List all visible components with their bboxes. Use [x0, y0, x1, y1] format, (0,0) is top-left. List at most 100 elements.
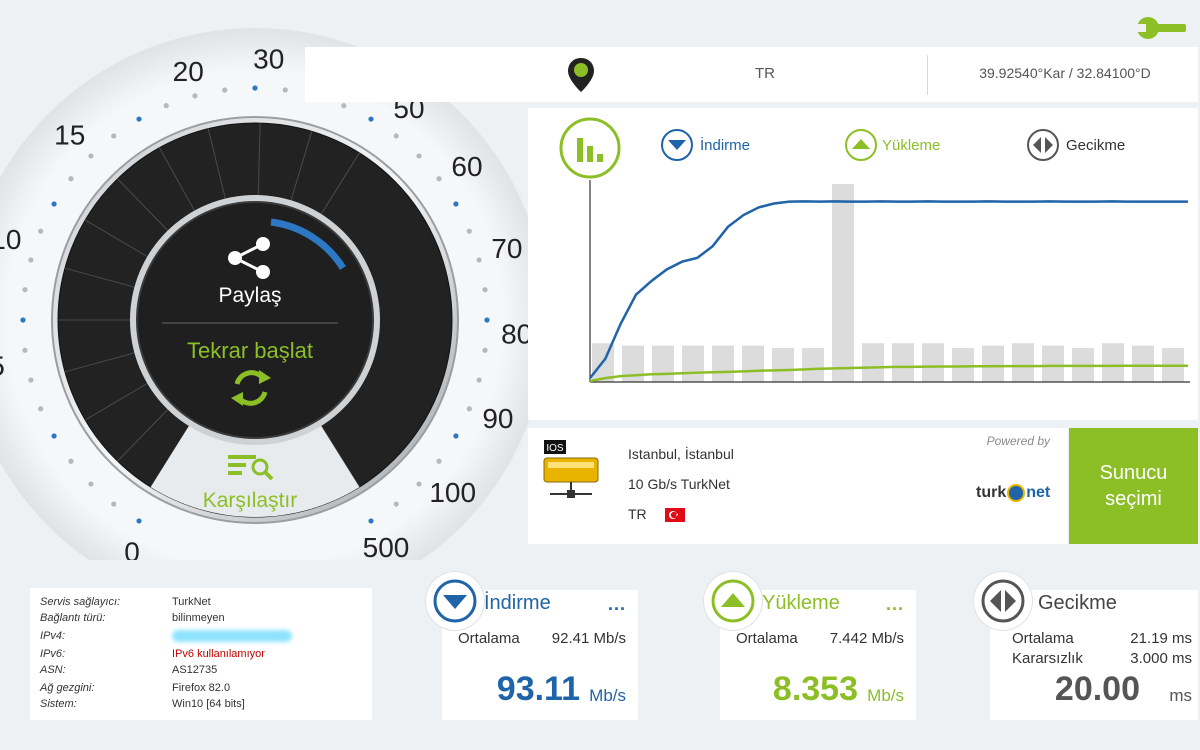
server-select-button[interactable]: Sunucu seçimi	[1069, 428, 1198, 544]
download-unit: Mb/s	[589, 686, 626, 705]
dial-scale-label: 30	[253, 43, 284, 74]
refresh-icon[interactable]	[231, 370, 271, 406]
dial-dot	[28, 377, 34, 383]
download-current: 93.11	[496, 670, 580, 708]
latency-bar	[742, 345, 764, 382]
latency-bar	[1102, 343, 1124, 382]
dial-dot	[136, 518, 142, 524]
dial-dot	[136, 116, 142, 122]
dial-dot	[88, 481, 94, 487]
dial-dot	[453, 201, 459, 207]
dial-dot	[466, 228, 472, 234]
location-bar: TR 39.92540°Kar / 32.84100°D	[305, 47, 1198, 102]
dial-divider	[317, 152, 360, 221]
compare-icon[interactable]	[228, 455, 274, 481]
speed-gauge: 05101520304050607080901005001Gb Paylaş T…	[0, 28, 547, 560]
dial-dot	[222, 87, 228, 93]
wrench-icon[interactable]	[1136, 14, 1186, 42]
download-more-button[interactable]: ...	[607, 594, 626, 614]
dial-divider	[159, 147, 199, 218]
dial-divider	[64, 267, 142, 290]
latency-bar	[1042, 345, 1064, 382]
info-row: IPv6: IPv6 kullanılamıyor	[40, 648, 265, 660]
legend-download[interactable]: İndirme	[660, 128, 750, 162]
compare-sector	[150, 420, 360, 517]
dial-dot	[51, 201, 57, 207]
latency-bar	[922, 343, 944, 382]
info-row: Bağlantı türü: bilinmeyen	[40, 612, 225, 624]
dial-dot	[192, 93, 198, 99]
dial-dot	[22, 287, 28, 293]
download-avg-value: 92.41 Mb/s	[551, 630, 626, 647]
compare-label[interactable]: Karşılaştır	[203, 489, 298, 512]
share-label[interactable]: Paylaş	[218, 284, 281, 307]
dial-dot	[436, 176, 442, 182]
dial-divider	[64, 350, 142, 373]
share-icon[interactable]	[228, 237, 270, 279]
info-row: Servis sağlayıcı: TurkNet	[40, 596, 211, 608]
latency-title: Gecikme	[1038, 592, 1117, 614]
legend-latency[interactable]: Gecikme	[1026, 128, 1125, 162]
dial-dot	[22, 347, 28, 353]
legend-upload[interactable]: Yükleme	[844, 128, 940, 162]
dial-divider	[85, 379, 154, 421]
dial-scale-label: 60	[451, 151, 482, 182]
svg-text:IOS: IOS	[546, 443, 564, 454]
download-avg-label: Ortalama	[458, 630, 520, 647]
server-provider: 10 Gb/s TurkNet	[628, 476, 730, 492]
latency-bar	[832, 184, 854, 382]
dial-dot	[482, 287, 488, 293]
dial-dot	[484, 317, 490, 323]
latency-icon	[974, 572, 1032, 630]
latency-bar	[772, 348, 794, 382]
dial-dot	[111, 501, 117, 507]
restart-label[interactable]: Tekrar başlat	[187, 338, 313, 363]
download-title: İndirme	[484, 592, 551, 614]
upload-avg-value: 7.442 Mb/s	[829, 630, 904, 647]
latency-icon	[1027, 129, 1059, 161]
dial-scale-label: 20	[173, 56, 204, 87]
info-row: Sistem: Win10 [64 bits]	[40, 698, 245, 710]
dial-dot	[393, 133, 399, 139]
dial-dot	[111, 133, 117, 139]
upload-current: 8.353	[772, 670, 858, 708]
dial-dot	[482, 347, 488, 353]
legend-latency-label: Gecikme	[1066, 136, 1126, 154]
upload-icon	[704, 572, 762, 630]
download-line	[589, 200, 1188, 379]
latency-bar	[802, 348, 824, 382]
dial-scale-label: 80	[501, 319, 532, 350]
dial-scale-label: 500	[363, 532, 410, 560]
dial-dot	[252, 85, 258, 91]
divider	[927, 55, 928, 95]
dial-scale-label: 15	[54, 120, 85, 151]
location-country: TR	[755, 65, 775, 82]
info-row: ASN: AS12735	[40, 664, 218, 676]
latency-current: 20.00	[1054, 670, 1140, 708]
download-icon	[426, 572, 484, 630]
latency-card: Gecikme Ortalama 21.19 ms Kararsızlık 3.…	[974, 572, 1198, 720]
dial-dot	[368, 518, 374, 524]
dial-dot	[38, 406, 44, 412]
dial-dot	[476, 257, 482, 263]
dial-dot	[476, 377, 482, 383]
server-country: TR	[628, 506, 685, 523]
dial-dot	[20, 317, 26, 323]
dial-scale-label: 100	[429, 477, 476, 508]
latency-jitter-label: Kararsızlık	[1012, 650, 1083, 667]
dial-dots	[20, 85, 490, 524]
latency-bar	[892, 343, 914, 382]
latency-bar	[952, 348, 974, 382]
upload-line	[589, 364, 1188, 383]
dial-scale-label: 90	[482, 403, 513, 434]
dial-dot	[68, 458, 74, 464]
dial-divider	[85, 219, 154, 261]
dial-dot	[282, 87, 288, 93]
upload-more-button[interactable]: ...	[885, 594, 904, 614]
server-panel: IOS Istanbul, İstanbul 10 Gb/s TurkNet T…	[528, 428, 1068, 544]
speed-chart	[589, 180, 1190, 383]
dial-divider	[257, 123, 261, 203]
chart-icon[interactable]	[558, 116, 622, 180]
upload-card: Yükleme ... Ortalama 7.442 Mb/s 8.353 Mb…	[704, 572, 916, 720]
server-icon: IOS	[543, 440, 599, 498]
